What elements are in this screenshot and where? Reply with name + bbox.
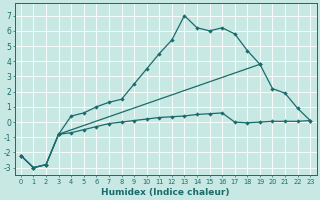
X-axis label: Humidex (Indice chaleur): Humidex (Indice chaleur)	[101, 188, 230, 197]
